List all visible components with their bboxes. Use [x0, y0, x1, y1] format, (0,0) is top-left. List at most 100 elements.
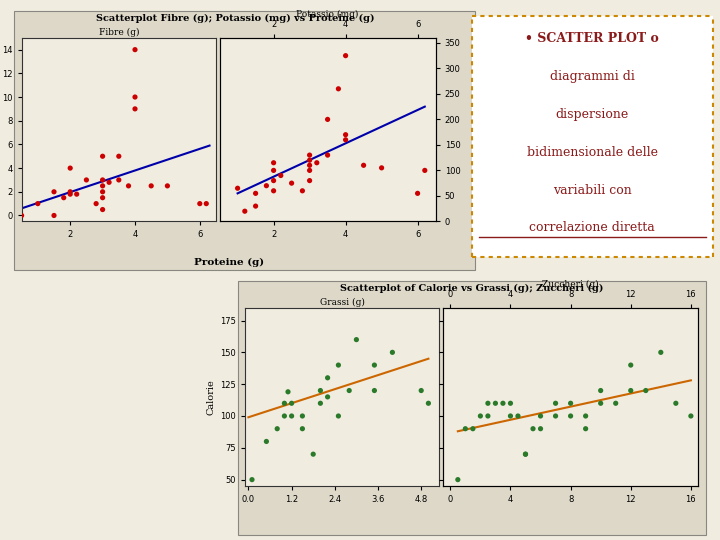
- Point: [322, 374, 333, 382]
- Title: Potassio (mg): Potassio (mg): [297, 10, 359, 19]
- Point: [505, 411, 516, 420]
- Point: [580, 424, 591, 433]
- Point: [482, 411, 494, 420]
- Point: [423, 399, 434, 408]
- Point: [685, 411, 697, 420]
- Point: [232, 184, 243, 193]
- Point: [340, 51, 351, 60]
- Point: [104, 178, 115, 187]
- Point: [640, 386, 652, 395]
- Point: [520, 450, 531, 458]
- Point: [96, 193, 109, 202]
- Point: [340, 136, 351, 144]
- Point: [595, 399, 606, 408]
- Point: [535, 424, 546, 433]
- Point: [358, 161, 369, 170]
- Point: [535, 411, 546, 420]
- Text: correlazione diretta: correlazione diretta: [529, 221, 655, 234]
- Point: [333, 411, 344, 420]
- Text: Proteine (g): Proteine (g): [194, 258, 264, 267]
- Point: [279, 411, 290, 420]
- Text: diagrammi di: diagrammi di: [550, 70, 634, 83]
- Point: [311, 158, 323, 167]
- Text: variabili con: variabili con: [553, 184, 631, 197]
- Point: [307, 450, 319, 458]
- Point: [490, 399, 501, 408]
- Point: [369, 361, 380, 369]
- Point: [65, 187, 76, 196]
- Text: • SCATTER PLOT o: • SCATTER PLOT o: [526, 32, 659, 45]
- Point: [271, 424, 283, 433]
- Point: [96, 176, 109, 184]
- Title: Grassi (g): Grassi (g): [320, 298, 364, 307]
- Point: [655, 348, 667, 357]
- Point: [250, 189, 261, 198]
- Point: [130, 93, 141, 102]
- Point: [304, 151, 315, 159]
- Point: [65, 164, 76, 172]
- Point: [268, 158, 279, 167]
- Point: [194, 199, 206, 208]
- Point: [520, 450, 531, 458]
- Point: [145, 181, 157, 190]
- Point: [286, 179, 297, 187]
- Point: [268, 166, 279, 175]
- Point: [113, 176, 125, 184]
- Point: [275, 171, 287, 180]
- Point: [268, 186, 279, 195]
- Point: [286, 411, 297, 420]
- Point: [96, 152, 109, 160]
- Point: [527, 424, 539, 433]
- Point: [315, 399, 326, 408]
- Point: [201, 199, 212, 208]
- Point: [340, 130, 351, 139]
- Point: [71, 190, 83, 199]
- Point: [279, 399, 290, 408]
- Point: [315, 386, 326, 395]
- Point: [322, 393, 333, 401]
- Point: [625, 386, 636, 395]
- Point: [376, 164, 387, 172]
- Point: [419, 166, 431, 175]
- Point: [333, 361, 344, 369]
- Point: [91, 199, 102, 208]
- Point: [580, 411, 591, 420]
- Point: [96, 181, 109, 190]
- Point: [467, 424, 479, 433]
- Text: Scatterplot Fibre (g); Potassio (mg) vs Proteine (g): Scatterplot Fibre (g); Potassio (mg) vs …: [96, 14, 375, 23]
- Point: [387, 348, 398, 357]
- Point: [565, 399, 577, 408]
- Point: [58, 193, 70, 202]
- Point: [113, 152, 125, 160]
- Point: [512, 411, 523, 420]
- Point: [81, 176, 92, 184]
- Point: [48, 211, 60, 220]
- Title: Zuccheri (g): Zuccheri (g): [542, 280, 599, 289]
- Point: [162, 181, 174, 190]
- Point: [250, 202, 261, 211]
- Text: bidimensionale delle: bidimensionale delle: [527, 146, 657, 159]
- Point: [498, 399, 509, 408]
- Text: dispersione: dispersione: [556, 108, 629, 121]
- Point: [130, 45, 141, 54]
- Point: [670, 399, 682, 408]
- Point: [474, 411, 486, 420]
- Point: [246, 475, 258, 484]
- Point: [261, 437, 272, 446]
- Point: [239, 207, 251, 215]
- Point: [351, 335, 362, 344]
- Point: [304, 166, 315, 175]
- Point: [297, 424, 308, 433]
- Point: [595, 386, 606, 395]
- Point: [343, 386, 355, 395]
- Point: [297, 411, 308, 420]
- Point: [412, 189, 423, 198]
- Point: [297, 186, 308, 195]
- Point: [286, 399, 297, 408]
- Point: [122, 181, 135, 190]
- Point: [625, 361, 636, 369]
- Point: [550, 399, 562, 408]
- Point: [16, 211, 27, 220]
- Text: Scatterplot of Calorie vs Grassi (g); Zuccheri (g): Scatterplot of Calorie vs Grassi (g); Zu…: [340, 284, 603, 293]
- Point: [304, 161, 315, 170]
